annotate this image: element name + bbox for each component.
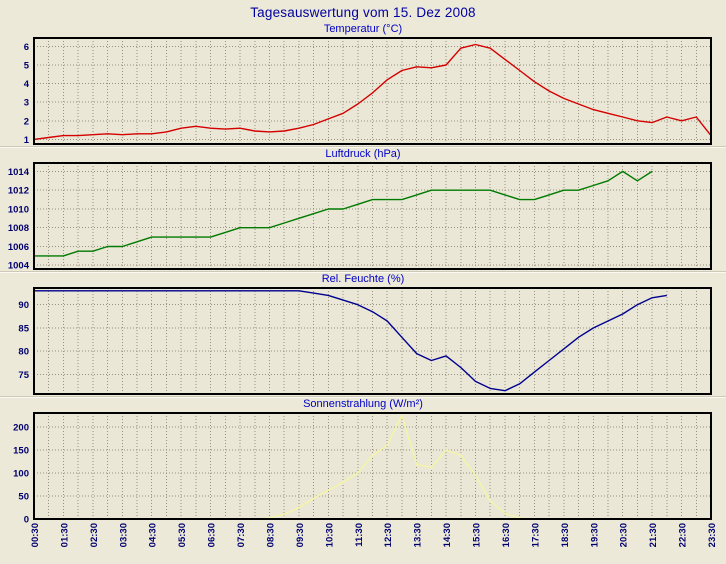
y-tick-label: 75 xyxy=(18,370,29,381)
temperatur-chart: 1 2 3 4 5 6 xyxy=(24,37,712,146)
x-tick-label: 22:30 xyxy=(678,523,689,547)
y-tick-label: 0 xyxy=(24,515,29,526)
y-tick-label: 1006 xyxy=(8,242,29,253)
x-tick-label: 00:30 xyxy=(30,523,41,547)
x-tick-label: 20:30 xyxy=(619,523,630,547)
y-tick-label: 90 xyxy=(18,300,29,311)
x-tick-label: 15:30 xyxy=(472,523,483,547)
y-tick-label: 80 xyxy=(18,347,29,358)
y-tick-label: 100 xyxy=(13,468,29,479)
x-tick-label: 21:30 xyxy=(648,523,659,547)
y-tick-label: 150 xyxy=(13,445,29,456)
y-tick-label: 1004 xyxy=(8,261,30,272)
page-title: Tagesauswertung vom 15. Dez 2008 xyxy=(250,5,476,20)
chart-title-rel-feuchte: Rel. Feuchte (%) xyxy=(321,273,405,285)
x-tick-label: 01:30 xyxy=(59,523,70,547)
y-tick-label: 6 xyxy=(24,42,29,53)
x-tick-label: 04:30 xyxy=(148,523,159,547)
x-tick-label: 09:30 xyxy=(295,523,306,547)
y-tick-label: 1014 xyxy=(8,167,30,178)
rel-feuchte-chart: 75 80 85 90 xyxy=(18,287,712,395)
y-tick-label: 1 xyxy=(24,135,30,146)
y-tick-label: 3 xyxy=(24,98,29,109)
plot-frame xyxy=(33,287,712,395)
sonnenstrahlung-chart: 0 50 100 150 200 xyxy=(13,412,712,526)
plot-frame xyxy=(33,162,712,270)
x-tick-label: 06:30 xyxy=(207,523,218,547)
y-tick-label: 200 xyxy=(13,422,29,433)
x-tick-label: 18:30 xyxy=(560,523,571,547)
chart-section-sonnenstrahlung: Sonnenstrahlung (W/m²) 0 50 100 150 200 xyxy=(0,396,726,526)
plot-frame xyxy=(33,37,712,145)
x-tick-label: 16:30 xyxy=(501,523,512,547)
x-tick-label: 14:30 xyxy=(442,523,453,547)
x-tick-label: 23:30 xyxy=(707,523,718,547)
chart-title-luftdruck: Luftdruck (hPa) xyxy=(325,148,401,160)
x-tick-label: 08:30 xyxy=(266,523,277,547)
rel-feuchte-series-line xyxy=(34,290,667,392)
y-tick-label: 50 xyxy=(18,492,29,503)
x-tick-label: 07:30 xyxy=(236,523,247,547)
luftdruck-series-line xyxy=(34,170,653,257)
x-tick-label: 12:30 xyxy=(383,523,394,547)
plot-area xyxy=(34,413,711,519)
plot-area xyxy=(34,163,711,269)
chart-section-temperatur: Temperatur (°C) 1 2 3 4 5 6 xyxy=(0,22,726,146)
y-tick-label: 4 xyxy=(24,79,30,90)
chart-section-rel-feuchte: Rel. Feuchte (%) 75 80 85 90 xyxy=(0,271,726,396)
chart-title-temperatur: Temperatur (°C) xyxy=(323,23,403,35)
x-axis-labels: 00:30 01:30 02:30 03:30 04:30 05:30 06:30 07:30… xyxy=(30,523,718,547)
temperatur-series-line xyxy=(33,43,712,141)
plot-area xyxy=(34,38,711,144)
y-tick-label: 1008 xyxy=(8,223,29,234)
y-tick-label: 85 xyxy=(18,324,29,335)
x-tick-label: 13:30 xyxy=(413,523,424,547)
y-tick-label: 1012 xyxy=(8,186,29,197)
x-tick-label: 05:30 xyxy=(177,523,188,547)
chart-title-sonnenstrahlung: Sonnenstrahlung (W/m²) xyxy=(303,398,423,410)
y-tick-label: 2 xyxy=(24,116,29,127)
y-tick-label: 5 xyxy=(24,61,30,72)
luftdruck-chart: 1004 1006 1008 1010 1012 1014 xyxy=(8,162,712,272)
x-tick-label: 03:30 xyxy=(118,523,129,547)
x-tick-label: 11:30 xyxy=(354,523,365,547)
plot-frame xyxy=(33,412,712,520)
x-tick-label: 19:30 xyxy=(589,523,600,547)
x-tick-label: 10:30 xyxy=(324,523,335,547)
y-tick-label: 1010 xyxy=(8,205,29,216)
chart-section-luftdruck: Luftdruck (hPa) 1004 1006 1008 1010 1012 1014 xyxy=(0,146,726,272)
x-tick-label: 02:30 xyxy=(89,523,100,547)
plot-area xyxy=(34,288,711,394)
x-tick-label: 17:30 xyxy=(530,523,541,547)
